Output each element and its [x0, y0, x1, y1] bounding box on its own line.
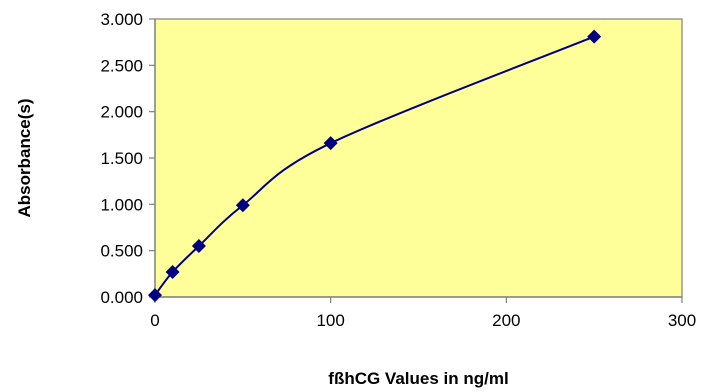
data-point — [587, 29, 602, 44]
x-tick-label: 0 — [150, 311, 159, 330]
y-tick-label: 2.000 — [100, 103, 143, 122]
x-tick-label: 200 — [492, 311, 520, 330]
x-tick-label: 300 — [668, 311, 696, 330]
data-point — [148, 288, 162, 303]
plot-area — [154, 18, 683, 298]
y-axis-title: Absorbance(s) — [15, 98, 34, 217]
data-point — [235, 198, 250, 213]
y-tick-label: 0.000 — [100, 288, 143, 307]
y-tick-label: 2.500 — [100, 56, 143, 75]
x-axis-title: fßhCG Values in ng/ml — [328, 369, 508, 388]
y-tick-label: 1.500 — [100, 149, 143, 168]
x-tick-label: 100 — [316, 311, 344, 330]
data-point — [165, 264, 180, 279]
x-ticks: 0 100 200 300 — [150, 297, 696, 330]
data-markers — [148, 29, 602, 303]
y-tick-label: 0.500 — [100, 242, 143, 261]
data-point — [191, 239, 206, 254]
y-tick-label: 1.000 — [100, 195, 143, 214]
y-ticks: 0.000 0.500 1.000 1.500 2.000 2.500 3.000 — [100, 10, 155, 307]
y-tick-label: 3.000 — [100, 10, 143, 29]
data-point — [323, 136, 338, 151]
